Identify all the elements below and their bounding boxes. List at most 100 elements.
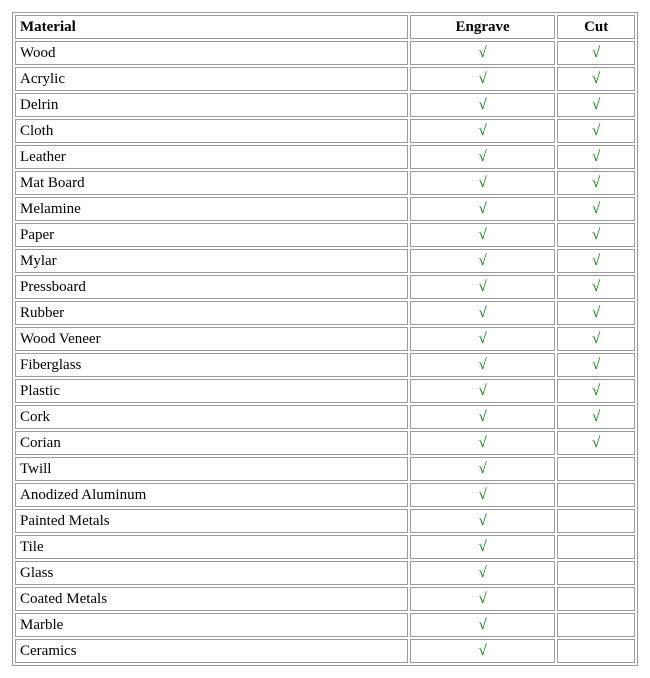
cell-cut: √ (557, 327, 635, 351)
cell-material: Ceramics (15, 639, 408, 663)
check-icon: √ (592, 305, 600, 321)
check-icon: √ (478, 253, 486, 269)
cell-cut: √ (557, 275, 635, 299)
check-icon: √ (592, 71, 600, 87)
cell-cut: √ (557, 197, 635, 221)
cell-cut: √ (557, 145, 635, 169)
table-row: Coated Metals √ (15, 587, 635, 611)
cell-engrave: √ (410, 639, 556, 663)
cell-material: Pressboard (15, 275, 408, 299)
check-icon: √ (478, 487, 486, 503)
check-icon: √ (478, 409, 486, 425)
check-icon: √ (592, 149, 600, 165)
check-icon: √ (592, 97, 600, 113)
table-header-row: Material Engrave Cut (15, 15, 635, 39)
cell-cut (557, 509, 635, 533)
table-row: Cork√√ (15, 405, 635, 429)
cell-material: Twill (15, 457, 408, 481)
table-row: Plastic √ √ (15, 379, 635, 403)
check-icon: √ (592, 409, 600, 425)
check-icon: √ (592, 253, 600, 269)
cell-cut (557, 613, 635, 637)
check-icon: √ (592, 331, 600, 347)
check-icon: √ (478, 97, 486, 113)
check-icon: √ (478, 383, 486, 399)
cell-engrave: √ (410, 613, 556, 637)
cell-cut: √ (557, 353, 635, 377)
cell-cut: √ (557, 119, 635, 143)
check-icon: √ (478, 435, 486, 451)
table-row: Ceramics√ (15, 639, 635, 663)
table-row: Glass√ (15, 561, 635, 585)
check-icon: √ (478, 539, 486, 555)
check-icon: √ (478, 227, 486, 243)
check-icon: √ (478, 279, 486, 295)
cell-cut: √ (557, 67, 635, 91)
column-header-material: Material (15, 15, 408, 39)
table-row: Mat Board√√ (15, 171, 635, 195)
cell-cut: √ (557, 431, 635, 455)
cell-material: Delrin (15, 93, 408, 117)
cell-engrave: √ (410, 457, 556, 481)
check-icon: √ (478, 461, 486, 477)
check-icon: √ (478, 591, 486, 607)
check-icon: √ (592, 357, 600, 373)
cell-cut: √ (557, 379, 635, 403)
check-icon: √ (478, 123, 486, 139)
cell-material: Leather (15, 145, 408, 169)
cell-engrave: √ (410, 405, 556, 429)
table-row: Paper√√ (15, 223, 635, 247)
table-row: Pressboard √ √ (15, 275, 635, 299)
cell-engrave: √ (410, 67, 556, 91)
check-icon: √ (478, 149, 486, 165)
cell-material: Fiberglass (15, 353, 408, 377)
check-icon: √ (478, 305, 486, 321)
check-icon: √ (592, 227, 600, 243)
cell-cut: √ (557, 223, 635, 247)
table-row: Delrin √ √ (15, 93, 635, 117)
cell-material: Glass (15, 561, 408, 585)
check-icon: √ (592, 279, 600, 295)
table-row: Leather √ √ (15, 145, 635, 169)
cell-material: Rubber (15, 301, 408, 325)
cell-engrave: √ (410, 171, 556, 195)
table-row: Acrylic √ √ (15, 67, 635, 91)
cell-engrave: √ (410, 93, 556, 117)
cell-material: Painted Metals (15, 509, 408, 533)
table-row: Tile√ (15, 535, 635, 559)
check-icon: √ (592, 123, 600, 139)
cell-material: Mat Board (15, 171, 408, 195)
table-row: Corian√√ (15, 431, 635, 455)
cell-material: Acrylic (15, 67, 408, 91)
table-row: Wood√√ (15, 41, 635, 65)
check-icon: √ (478, 71, 486, 87)
cell-engrave: √ (410, 561, 556, 585)
check-icon: √ (592, 175, 600, 191)
cell-material: Coated Metals (15, 587, 408, 611)
check-icon: √ (592, 45, 600, 61)
cell-engrave: √ (410, 353, 556, 377)
cell-material: Plastic (15, 379, 408, 403)
table-row: Melamine√√ (15, 197, 635, 221)
table-row: Anodized Aluminum √ (15, 483, 635, 507)
cell-engrave: √ (410, 301, 556, 325)
cell-material: Marble (15, 613, 408, 637)
cell-material: Mylar (15, 249, 408, 273)
table-row: Cloth√√ (15, 119, 635, 143)
cell-cut (557, 457, 635, 481)
cell-cut (557, 587, 635, 611)
cell-cut: √ (557, 41, 635, 65)
table-row: Mylar √ √ (15, 249, 635, 273)
cell-material: Anodized Aluminum (15, 483, 408, 507)
column-header-engrave: Engrave (410, 15, 556, 39)
check-icon: √ (592, 201, 600, 217)
check-icon: √ (478, 45, 486, 61)
cell-engrave: √ (410, 275, 556, 299)
cell-cut (557, 483, 635, 507)
check-icon: √ (478, 201, 486, 217)
column-header-cut: Cut (557, 15, 635, 39)
cell-cut (557, 535, 635, 559)
cell-cut: √ (557, 171, 635, 195)
cell-cut: √ (557, 301, 635, 325)
check-icon: √ (592, 435, 600, 451)
